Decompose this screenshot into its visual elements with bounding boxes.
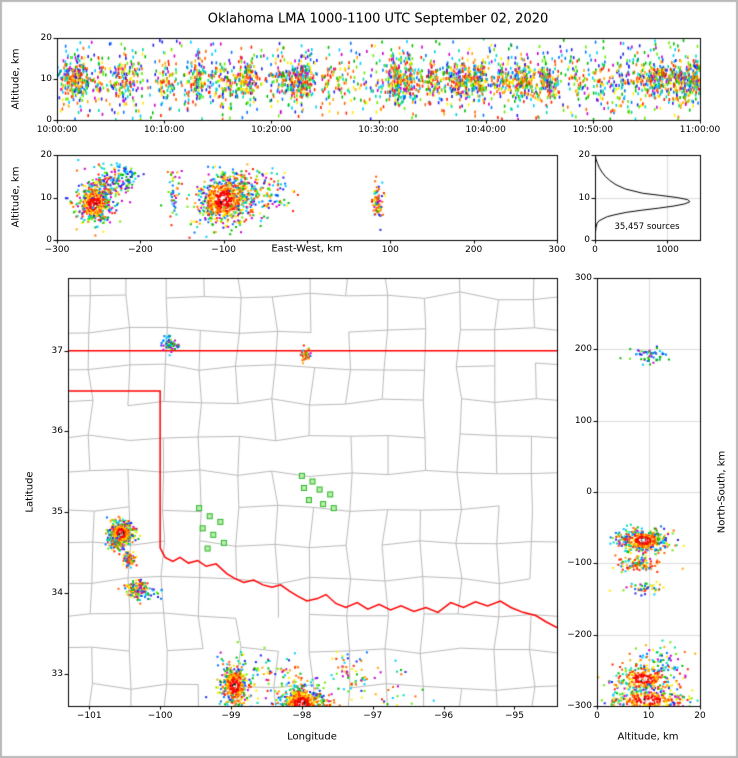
ew-height-xlabel: East-West, km — [271, 243, 343, 255]
tick-label: 100 — [381, 245, 399, 255]
tick-label: 0 — [46, 235, 52, 245]
tick-label: 0 — [586, 487, 592, 497]
tick-label: 20 — [40, 33, 52, 43]
tick-label: −97 — [363, 711, 383, 721]
ns-height-ylabel: North-South, km — [716, 450, 728, 534]
source-count-annotation: 35,457 sources — [614, 222, 680, 232]
tick-label: −101 — [76, 711, 102, 721]
tick-label: 36 — [51, 426, 63, 437]
tick-label: 10:50:00 — [572, 125, 614, 135]
tick-label: 34 — [51, 587, 63, 598]
tick-label: 300 — [548, 245, 566, 255]
map-ylabel: Latitude — [24, 471, 36, 513]
figure-title: Oklahoma LMA 1000-1100 UTC September 02,… — [207, 11, 549, 27]
tick-label: −200 — [567, 629, 592, 640]
ns-height-xlabel: Altitude, km — [617, 731, 679, 743]
tick-label: 200 — [465, 245, 483, 255]
tick-label: 10 — [578, 192, 590, 203]
time-height-ylabel: Altitude, km — [10, 48, 22, 110]
tick-label: 0 — [584, 235, 590, 245]
tick-label: 10:10:00 — [143, 125, 185, 135]
tick-label: 10 — [40, 74, 52, 84]
tick-label: 10:20:00 — [251, 125, 292, 135]
tick-label: 35 — [51, 507, 63, 518]
tick-label: −98 — [292, 711, 312, 721]
tick-label: 0 — [594, 711, 600, 721]
tick-label: −300 — [44, 245, 70, 255]
tick-label: 10 — [642, 711, 655, 721]
tick-label: 10:30:00 — [358, 125, 399, 135]
tick-label: −200 — [127, 245, 153, 255]
tick-label: −100 — [147, 711, 173, 721]
tick-label: 11:00:00 — [679, 125, 721, 135]
tick-label: 10 — [40, 192, 52, 203]
tick-label: 37 — [51, 345, 63, 356]
tick-label: 100 — [574, 415, 592, 426]
tick-label: 33 — [51, 668, 63, 679]
tick-label: −96 — [434, 711, 454, 721]
tick-label: 20 — [40, 150, 52, 160]
ew-height-ylabel: Altitude, km — [10, 166, 22, 228]
tick-label: 300 — [574, 273, 592, 283]
tick-label: −100 — [211, 245, 237, 255]
tick-label: 1000 — [655, 245, 679, 255]
tick-label: −95 — [504, 711, 524, 721]
tick-label: 200 — [574, 344, 592, 355]
tick-label: 0 — [592, 245, 598, 255]
tick-label: 20 — [578, 150, 590, 160]
tick-label: −100 — [567, 558, 592, 569]
tick-label: 20 — [694, 711, 706, 721]
tick-label: 0 — [46, 115, 52, 125]
tick-label: 10:40:00 — [465, 125, 506, 135]
map-xlabel: Longitude — [287, 731, 337, 743]
tick-label: 10:00:00 — [36, 125, 78, 135]
tick-label: −99 — [221, 711, 241, 721]
tick-label: −300 — [567, 701, 592, 711]
